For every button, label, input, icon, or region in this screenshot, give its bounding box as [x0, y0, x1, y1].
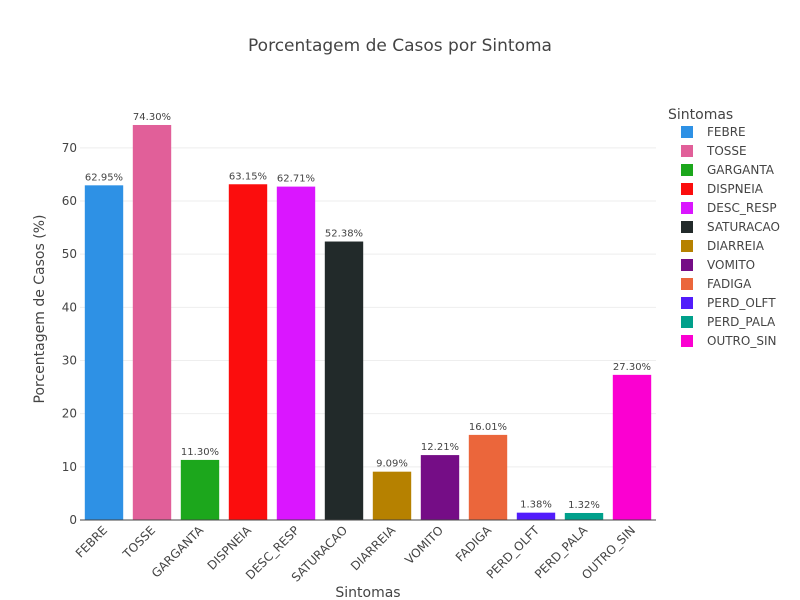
x-tick-label: TOSSE	[120, 523, 159, 562]
legend-swatch	[681, 221, 693, 233]
y-axis-ticks: 0 10 20 30 40 50 60 70	[62, 141, 77, 527]
legend-label: FADIGA	[707, 277, 752, 291]
bar-value-label: 1.32%	[568, 500, 600, 511]
legend-swatch	[681, 278, 693, 290]
legend-label: FEBRE	[707, 125, 746, 139]
bar-vomito[interactable]	[420, 455, 460, 520]
legend-items[interactable]: FEBRE TOSSE GARGANTA DISPNEIA DESC_RESP SATUR…	[681, 125, 780, 348]
bar-labels: 62.95% 74.30% 11.30% 63.15% 62.71% 52.38% 9.09…	[85, 112, 651, 511]
bar-dispneia[interactable]	[228, 184, 268, 521]
y-tick-label: 60	[62, 194, 77, 208]
legend-item-dispneia[interactable]: DISPNEIA	[681, 182, 764, 196]
legend-label: TOSSE	[706, 144, 747, 158]
bar-value-label: 62.95%	[85, 172, 123, 183]
bar-value-label: 1.38%	[520, 500, 552, 511]
legend-item-outro-sin[interactable]: OUTRO_SIN	[681, 334, 776, 348]
y-tick-label: 10	[62, 460, 77, 474]
bar-garganta[interactable]	[180, 459, 220, 520]
legend[interactable]: Sintomas FEBRE TOSSE GARGANTA DISPNEIA DESC_…	[668, 107, 780, 348]
x-tick-label: FADIGA	[453, 523, 495, 565]
bar-value-label: 9.09%	[376, 459, 408, 470]
bar-tosse[interactable]	[132, 124, 172, 521]
legend-label: DIARREIA	[707, 239, 765, 253]
bar-value-label: 62.71%	[277, 174, 315, 185]
legend-label: PERD_OLFT	[707, 296, 776, 310]
legend-item-garganta[interactable]: GARGANTA	[681, 163, 775, 177]
bar-perd-olft[interactable]	[516, 512, 556, 520]
x-tick-label: DIARREIA	[348, 523, 399, 574]
x-tick-label: FEBRE	[73, 523, 110, 560]
bar-value-label: 16.01%	[469, 422, 507, 433]
bar-value-label: 12.21%	[421, 442, 459, 453]
bar-value-label: 74.30%	[133, 112, 171, 123]
legend-swatch	[681, 164, 693, 176]
legend-swatch	[681, 145, 693, 157]
bar-value-label: 52.38%	[325, 229, 363, 240]
legend-item-desc-resp[interactable]: DESC_RESP	[681, 201, 777, 215]
legend-swatch	[681, 202, 693, 214]
legend-swatch	[681, 240, 693, 252]
x-axis-ticks: FEBRE TOSSEGARGANTADISPNEIADESC_RESPSATUR…	[73, 523, 638, 585]
legend-label: OUTRO_SIN	[707, 334, 776, 348]
x-axis-title: Sintomas	[335, 585, 400, 600]
legend-item-fadiga[interactable]: FADIGA	[681, 277, 752, 291]
y-tick-label: 20	[62, 407, 77, 421]
legend-swatch	[681, 259, 693, 271]
bar-perd-pala[interactable]	[564, 512, 604, 520]
legend-item-febre[interactable]: FEBRE	[681, 125, 746, 139]
x-tick-label: GARGANTA	[149, 523, 207, 581]
legend-title: Sintomas	[668, 107, 733, 123]
y-tick-label: 30	[62, 354, 77, 368]
x-tick-label: DISPNEIA	[205, 523, 255, 573]
legend-swatch	[681, 183, 693, 195]
bar-saturacao[interactable]	[324, 241, 364, 520]
legend-swatch	[681, 335, 693, 347]
x-tick-label: VOMITO	[402, 523, 446, 567]
y-tick-label: 0	[69, 513, 77, 527]
legend-swatch	[681, 126, 693, 138]
legend-item-diarreia[interactable]: DIARREIA	[681, 239, 765, 253]
bar-febre[interactable]	[84, 185, 124, 521]
chart-title: Porcentagem de Casos por Sintoma	[248, 36, 552, 56]
legend-item-tosse[interactable]: TOSSE	[681, 144, 747, 158]
bars	[84, 124, 652, 521]
y-tick-label: 50	[62, 247, 77, 261]
bar-value-label: 11.30%	[181, 447, 219, 458]
gridlines	[80, 147, 656, 468]
y-tick-label: 40	[62, 300, 77, 314]
legend-label: SATURACAO	[707, 220, 780, 234]
legend-item-perd-pala[interactable]: PERD_PALA	[681, 315, 776, 329]
bar-diarreia[interactable]	[372, 471, 412, 520]
y-axis-title: Porcentagem de Casos (%)	[32, 215, 48, 404]
bar-fadiga[interactable]	[468, 434, 508, 520]
y-tick-label: 70	[62, 141, 77, 155]
legend-label: GARGANTA	[707, 163, 775, 177]
legend-label: VOMITO	[707, 258, 755, 272]
bar-value-label: 27.30%	[613, 362, 651, 373]
legend-item-perd-olft[interactable]: PERD_OLFT	[681, 296, 776, 310]
bar-outro-sin[interactable]	[612, 374, 652, 520]
bar-value-label: 63.15%	[229, 171, 267, 182]
legend-label: DESC_RESP	[707, 201, 777, 215]
legend-swatch	[681, 316, 693, 328]
legend-item-saturacao[interactable]: SATURACAO	[681, 220, 780, 234]
legend-label: PERD_PALA	[707, 315, 776, 329]
legend-item-vomito[interactable]: VOMITO	[681, 258, 755, 272]
legend-swatch	[681, 297, 693, 309]
bar-desc-resp[interactable]	[276, 186, 316, 521]
legend-label: DISPNEIA	[707, 182, 764, 196]
